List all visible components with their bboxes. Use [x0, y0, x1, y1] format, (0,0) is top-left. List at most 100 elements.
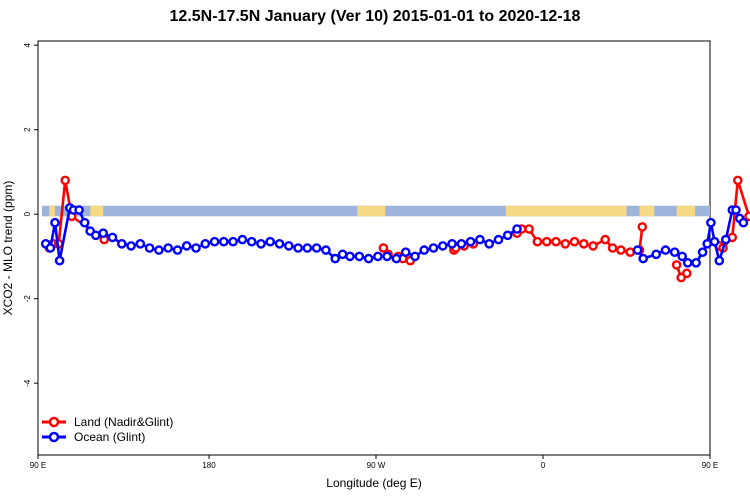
ocean-point	[706, 217, 716, 228]
land-point	[541, 236, 552, 247]
land-band-segment	[90, 205, 104, 217]
ocean-point	[493, 234, 504, 245]
ocean-point	[293, 243, 303, 253]
land-point	[733, 175, 743, 186]
ocean-point	[714, 255, 725, 266]
y-tick-label: 4	[23, 42, 32, 47]
ocean-point	[321, 245, 331, 255]
land-point	[600, 234, 611, 245]
ocean-point	[465, 236, 476, 247]
x-axis-ticks: 90 E 180 90 W 0 90 E	[30, 455, 718, 470]
ocean-point	[302, 243, 313, 253]
ocean-point	[228, 236, 238, 247]
ocean-point	[702, 238, 713, 249]
ocean-point	[721, 234, 731, 245]
land-point	[588, 241, 598, 251]
ocean-point	[265, 236, 276, 247]
ocean-point	[669, 247, 680, 257]
ocean-point	[218, 236, 229, 247]
land-band-segment	[505, 205, 627, 217]
series-ocean	[40, 203, 749, 268]
ocean-point	[45, 243, 56, 253]
land-point	[532, 236, 543, 247]
ocean-point	[107, 232, 118, 243]
x-tick-label: 90 E	[702, 461, 718, 470]
y-axis-ticks: -4 -2 0 2 4	[23, 42, 38, 387]
plot-frame	[37, 40, 711, 456]
ocean-point	[731, 205, 741, 215]
x-tick-label: 90 W	[367, 461, 386, 470]
ocean-point	[200, 238, 211, 249]
ocean-point	[283, 241, 294, 251]
legend-label-ocean: Ocean (Glint)	[74, 430, 145, 444]
ocean-point	[447, 238, 457, 249]
ocean-point	[117, 238, 127, 249]
land-band-segment	[676, 205, 696, 217]
ocean-point	[237, 234, 248, 245]
ocean-point	[98, 228, 108, 238]
ocean-point	[437, 241, 448, 251]
ocean-point	[502, 230, 513, 241]
ocean-point	[677, 251, 688, 262]
ocean-point	[126, 241, 136, 251]
ocean-point	[697, 247, 708, 257]
legend: Land (Nadir&Glint) Ocean (Glint)	[42, 415, 173, 444]
ocean-point	[428, 243, 439, 253]
ocean-point	[209, 236, 220, 247]
x-tick-label: 0	[541, 461, 546, 470]
ocean-point	[738, 217, 749, 228]
ocean-point	[410, 251, 420, 262]
series-land	[44, 175, 750, 283]
ocean-point	[330, 253, 341, 264]
land-point	[625, 247, 636, 257]
land-point	[560, 238, 571, 249]
ocean-point	[274, 238, 285, 249]
chart-title: 12.5N-17.5N January (Ver 10) 2015-01-01 …	[169, 8, 581, 25]
ocean-point	[54, 255, 65, 266]
ocean-point	[50, 217, 60, 228]
ocean-point	[246, 236, 257, 247]
legend-marker-ocean	[48, 431, 60, 443]
land-point	[607, 243, 618, 253]
ocean-point	[484, 238, 495, 249]
ocean-point	[419, 245, 430, 255]
ocean-point	[651, 249, 662, 260]
land-point	[744, 211, 750, 222]
ocean-point	[191, 243, 201, 253]
y-tick-label: 2	[23, 127, 32, 132]
ocean-point	[74, 205, 84, 215]
land-point	[378, 243, 389, 253]
ocean-point	[79, 217, 90, 228]
legend-label-land: Land (Nadir&Glint)	[74, 415, 173, 429]
ocean-point	[512, 224, 522, 234]
ocean-point	[163, 243, 173, 253]
ocean-point	[400, 247, 411, 257]
ocean-point	[363, 253, 374, 264]
land-band-segment	[357, 205, 386, 217]
ocean-point	[135, 238, 146, 249]
ocean-point	[91, 230, 101, 241]
ocean-point	[682, 257, 693, 268]
x-tick-label: 180	[202, 461, 216, 470]
ocean-point	[337, 249, 348, 260]
ocean-point	[172, 245, 183, 255]
ocean-point	[660, 245, 671, 255]
ocean-point	[382, 251, 392, 262]
y-tick-label: -2	[23, 295, 32, 303]
ocean-point	[373, 251, 383, 262]
ocean-point	[354, 251, 365, 262]
ocean-point	[709, 236, 720, 247]
x-axis-label: Longitude (deg E)	[326, 476, 421, 490]
legend-marker-land	[48, 416, 60, 428]
land-point	[637, 222, 648, 232]
land-point	[524, 224, 534, 234]
land-point	[682, 268, 692, 279]
y-axis-label: XCO2 - MLO trend (ppm)	[1, 181, 15, 316]
ocean-point	[632, 245, 643, 255]
ocean-point	[345, 251, 355, 262]
ocean-point	[391, 253, 402, 264]
ocean-point	[691, 257, 701, 268]
land-point	[616, 245, 626, 255]
ocean-point	[144, 243, 155, 253]
x-tick-label: 90 E	[30, 461, 46, 470]
